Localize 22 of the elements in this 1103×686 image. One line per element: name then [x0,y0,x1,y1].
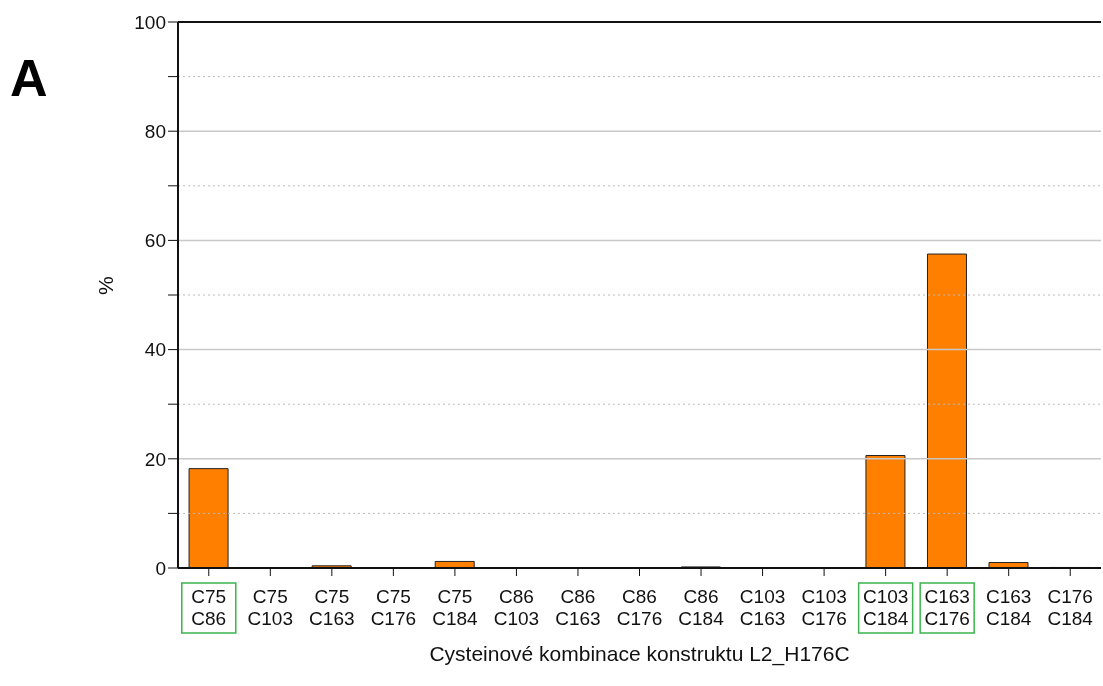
x-tick-label: C75 C163 [309,586,355,629]
x-tick-label: C176 C184 [1047,586,1094,629]
x-tick-label: C103 C176 [801,586,847,629]
y-tick-label: 40 [144,339,166,361]
y-tick-label: 100 [134,11,166,33]
y-tick-label: 0 [155,557,166,579]
x-tick-label: C75 C86 [191,586,227,629]
x-tick-label: C103 C163 [739,586,786,629]
x-tick-label: C86 C163 [555,586,601,629]
x-tick-label: C163 C184 [985,586,1032,629]
x-tick-label: C75 C176 [370,586,417,629]
y-tick-label: 60 [144,230,166,252]
x-tick-label: C86 C176 [616,586,663,629]
x-tick-label: C86 C103 [493,586,540,629]
text: A [10,48,48,108]
y-axis-title: % [94,276,118,295]
y-tick-label: 80 [144,120,166,142]
y-tick-label: 20 [144,448,166,470]
x-tick-label: C86 C184 [678,586,725,629]
x-tick-label: C75 C184 [432,586,479,629]
x-axis-title: Cysteinové kombinace konstruktu L2_H176C [429,641,850,666]
x-tick-label: C75 C103 [247,586,294,629]
